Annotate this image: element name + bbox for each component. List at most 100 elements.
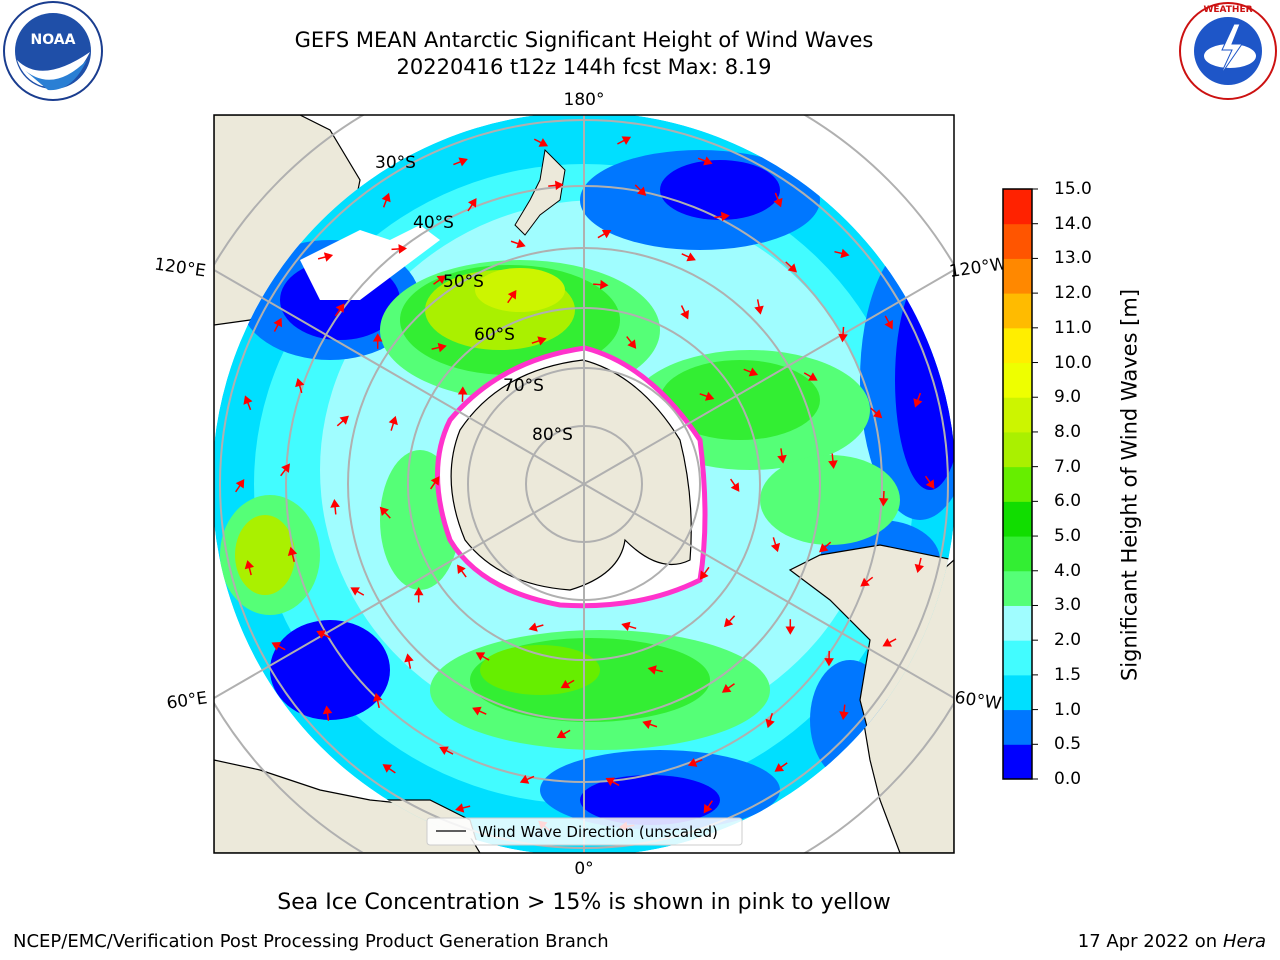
svg-text:WEATHER: WEATHER <box>1203 5 1252 15</box>
colorbar-segment <box>1003 189 1032 225</box>
wave-direction-arrow <box>382 764 396 774</box>
wave-direction-arrow <box>699 566 710 580</box>
wave-direction-arrow <box>597 229 612 239</box>
wave-direction-arrow <box>531 336 547 346</box>
colorbar-tick-label: 1.5 <box>1054 664 1082 685</box>
colorbar-tick-label: 1.0 <box>1054 699 1082 720</box>
footer-credit: NCEP/EMC/Verification Post Processing Pr… <box>13 931 609 952</box>
chart-subtitle: 20220416 t12z 144h fcst Max: 8.19 <box>396 55 772 79</box>
wave-direction-arrow <box>605 777 620 787</box>
wave-direction-arrow <box>777 448 787 464</box>
colorbar-segment <box>1003 605 1032 641</box>
colorbar-segment <box>1003 293 1032 329</box>
colorbar-segment <box>1003 640 1032 676</box>
wave-direction-arrow <box>617 136 632 145</box>
wave-direction-arrow <box>703 800 714 814</box>
svg-text:NOAA: NOAA <box>31 32 76 48</box>
wave-direction-arrow <box>743 367 759 377</box>
wave-direction-arrow <box>824 650 834 667</box>
lon-label-120e: 120°E <box>153 254 207 281</box>
wave-direction-arrow <box>785 619 796 635</box>
sea-ice-note: Sea Ice Concentration > 15% is shown in … <box>277 890 891 915</box>
wave-direction-arrow <box>773 192 783 208</box>
colorbar-tick-label: 10.0 <box>1054 352 1092 373</box>
wave-direction-arrow <box>372 692 383 709</box>
wave-direction-arrow <box>372 333 383 349</box>
wave-direction-arrow <box>287 546 298 563</box>
wave-direction-arrow <box>273 317 283 332</box>
wave-direction-arrow <box>681 252 696 262</box>
colorbar <box>1002 188 1038 780</box>
wave-direction-arrow <box>404 653 414 669</box>
colorbar-segment <box>1003 501 1032 537</box>
wave-direction-arrow <box>548 180 564 191</box>
colorbar-title: Significant Height of Wind Waves [m] <box>1117 288 1142 682</box>
wave-direction-arrow <box>626 336 637 349</box>
lat-label-70s: 70°S <box>503 376 544 396</box>
wave-direction-arrow <box>697 156 713 166</box>
colorbar-tick-label: 3.0 <box>1054 595 1082 616</box>
colorbar-segment <box>1003 744 1032 780</box>
wave-direction-arrow <box>560 679 575 689</box>
wave-direction-arrow <box>244 560 255 576</box>
wave-direction-arrow <box>330 499 340 515</box>
colorbar-tick-label: 0.0 <box>1054 769 1082 789</box>
graticule <box>214 115 954 853</box>
colorbar-segment <box>1003 536 1032 572</box>
colorbar-segment <box>1003 431 1032 468</box>
wave-direction-arrow <box>770 537 781 553</box>
colorbar-segment <box>1003 223 1032 259</box>
wave-direction-arrow <box>528 622 544 632</box>
land-new-zealand <box>514 148 566 236</box>
wave-direction-arrow <box>510 239 526 249</box>
wave-direction-arrow <box>878 490 889 507</box>
colorbar-segment <box>1003 466 1032 502</box>
lat-label-60s: 60°S <box>474 325 515 345</box>
wave-direction-arrow <box>235 479 245 493</box>
wave-direction-arrow <box>413 587 424 603</box>
wave-direction-arrow <box>556 729 571 739</box>
wave-direction-arrow <box>724 615 736 628</box>
wave-direction-arrow <box>388 415 398 431</box>
wave-direction-arrow <box>334 303 345 317</box>
wave-direction-arrow <box>431 342 447 353</box>
lat-label-30s: 30°S <box>375 153 416 173</box>
wave-direction-arrow <box>433 275 447 285</box>
colorbar-segment <box>1003 709 1032 745</box>
colorbar-tick-label: 14.0 <box>1054 213 1092 234</box>
lon-label-60w: 60°W <box>953 688 1002 714</box>
wave-direction-arrow <box>721 683 735 693</box>
footer-host: Hera <box>1222 931 1266 952</box>
wave-direction-arrow <box>295 377 305 394</box>
wave-direction-arrow <box>475 652 490 661</box>
colorbar-tick-label: 2.0 <box>1054 630 1082 651</box>
colorbar-tick-label: 11.0 <box>1054 317 1092 338</box>
colorbar-segment <box>1003 362 1032 398</box>
chart-title: GEFS MEAN Antarctic Significant Height o… <box>294 28 874 52</box>
wave-direction-arrow <box>838 326 848 343</box>
colorbar-tick-label: 8.0 <box>1054 421 1082 442</box>
colorbar-tick-label: 5.0 <box>1054 526 1082 547</box>
wave-direction-arrow <box>439 746 454 756</box>
wave-direction-arrow <box>839 704 849 721</box>
wave-direction-arrow <box>914 557 924 574</box>
colorbar-tick-label: 0.5 <box>1054 734 1082 755</box>
wave-direction-arrow <box>860 576 874 587</box>
wave-direction-arrow <box>533 138 549 147</box>
colorbar-tick-label: 13.0 <box>1054 248 1092 269</box>
wave-direction-arrow <box>457 386 468 402</box>
wave-direction-arrow <box>429 476 440 490</box>
colorbar-tick-label: 9.0 <box>1054 387 1082 408</box>
wave-direction-arrow <box>884 315 893 330</box>
wave-direction-arrow <box>336 415 349 427</box>
wave-direction-arrow <box>714 211 730 222</box>
colorbar-segment <box>1003 258 1032 294</box>
wave-direction-arrow <box>519 774 535 784</box>
wave-direction-arrow <box>593 279 609 290</box>
colorbar-segment <box>1003 397 1032 433</box>
land-antarctica <box>450 359 692 591</box>
wave-direction-arrow <box>834 248 850 259</box>
wave-direction-arrow <box>350 587 365 596</box>
legend-label: Wind Wave Direction (unscaled) <box>478 823 718 841</box>
